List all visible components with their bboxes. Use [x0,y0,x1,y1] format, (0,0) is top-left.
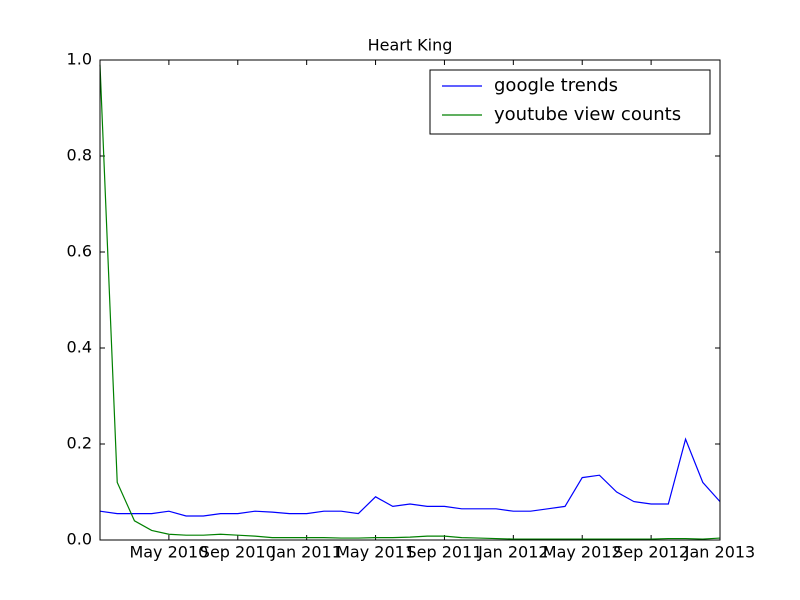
y-tick-label: 0.2 [67,434,92,453]
x-tick-label: Jan 2013 [684,543,755,562]
x-tick-label: Sep 2010 [200,543,276,562]
y-tick-label: 1.0 [67,50,92,69]
legend-box [429,69,711,135]
data-line [99,64,721,540]
chart-title: Heart King [368,36,453,55]
y-tick-label: 0.6 [67,242,92,261]
x-tick-label: May 2010 [129,543,208,562]
x-tick-label: Jan 2011 [270,543,341,562]
x-tick-label: May 2011 [336,543,415,562]
y-tick-label: 0.8 [67,146,92,165]
plot-frame [99,59,721,541]
x-tick-label: Sep 2012 [613,543,689,562]
x-tick-label: Jan 2012 [477,543,548,562]
legend-label: google trends [494,75,618,96]
legend-label: youtube view counts [494,104,681,125]
y-tick-label: 0.4 [67,338,92,357]
data-line [99,437,721,517]
x-tick-label: Sep 2011 [406,543,482,562]
legend: google trends youtube view counts [429,69,711,135]
x-tick-label: May 2012 [543,543,622,562]
y-tick-label: 0.0 [67,530,92,549]
